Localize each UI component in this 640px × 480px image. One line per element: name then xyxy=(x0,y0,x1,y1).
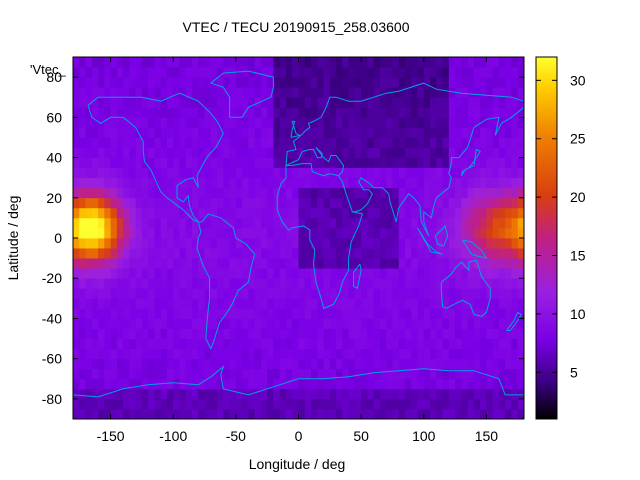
x-tick-label: 50 xyxy=(353,428,369,444)
coastline-segment xyxy=(285,147,345,177)
y-tick-label: 60 xyxy=(46,109,62,125)
y-tick-label: -60 xyxy=(42,351,62,367)
coastline-segment xyxy=(72,365,524,398)
x-tick-label: -150 xyxy=(97,428,125,444)
x-tick-label: 150 xyxy=(475,428,499,444)
y-tick-label: -20 xyxy=(42,270,62,286)
coastline-segment xyxy=(276,163,364,310)
vtec-heatmap xyxy=(73,57,525,420)
coastline-segment xyxy=(460,148,481,176)
colorbar-tick-label: 10 xyxy=(570,306,586,322)
coastline-segment xyxy=(417,227,443,255)
x-axis-label: Longitude / deg xyxy=(249,456,346,472)
coastline-segment xyxy=(196,213,256,350)
x-tick-label: -50 xyxy=(226,428,246,444)
coastline-segment xyxy=(353,263,362,290)
colorbar-tick-label: 30 xyxy=(570,72,586,88)
y-tick-label: 0 xyxy=(54,230,62,246)
coastline-segment xyxy=(352,106,525,237)
x-tick-label: 100 xyxy=(412,428,436,444)
coastline-segment xyxy=(506,311,523,331)
colorbar-tick-label: 5 xyxy=(570,364,578,380)
coastline-segment xyxy=(285,82,525,166)
coastline-segment xyxy=(440,259,491,317)
coastline-segment xyxy=(462,239,488,259)
y-tick-label: 80 xyxy=(46,69,62,85)
x-tick-label: -100 xyxy=(159,428,187,444)
y-axis-label: Latitude / deg xyxy=(5,196,21,281)
coastlines xyxy=(72,70,525,398)
coastline-segment xyxy=(209,70,274,118)
map-label: 'Vtec_ xyxy=(30,62,66,77)
y-tick-label: 40 xyxy=(46,150,62,166)
y-tick-label: -40 xyxy=(42,310,62,326)
colorbar-ticks: 5 10 15 20 25 30 xyxy=(536,72,586,380)
coastline-segment xyxy=(290,120,302,138)
x-tick-label: 0 xyxy=(295,428,303,444)
coastline-segment xyxy=(434,224,449,247)
colorbar xyxy=(535,56,558,420)
y-tick-label: -80 xyxy=(42,391,62,407)
coastline-segment xyxy=(87,92,224,223)
colorbar-tick-label: 25 xyxy=(570,131,586,147)
x-axis-ticks: -150 -100 -50 0 50 100 150 xyxy=(97,57,499,444)
colorbar-tick-label: 15 xyxy=(570,248,586,264)
y-axis-ticks: -80 -60 -40 -20 0 20 40 60 80 xyxy=(42,69,524,407)
colorbar-tick-label: 20 xyxy=(570,189,586,205)
y-tick-label: 20 xyxy=(46,190,62,206)
chart-title: VTEC / TECU 20190915_258.03600 xyxy=(182,19,409,35)
